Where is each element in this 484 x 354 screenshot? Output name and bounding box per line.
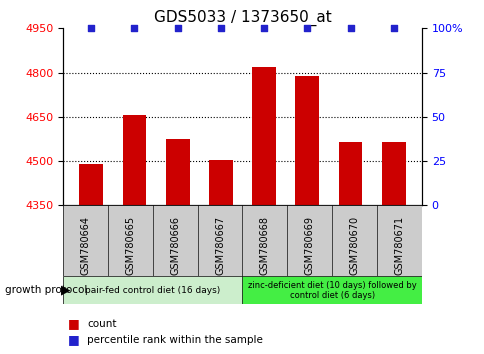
Text: GSM780664: GSM780664 (80, 216, 91, 275)
Point (389, 25, 397, 31)
Text: GSM780666: GSM780666 (170, 216, 180, 275)
Point (87, 25, 95, 31)
Text: pair-fed control diet (16 days): pair-fed control diet (16 days) (85, 286, 220, 295)
Text: GSM780671: GSM780671 (393, 216, 404, 275)
Point (173, 25, 181, 31)
Text: ■: ■ (68, 318, 79, 330)
Text: GSM780667: GSM780667 (214, 216, 225, 275)
Text: ▶: ▶ (60, 284, 70, 297)
Bar (295, 75, 318, 205)
Bar (252, 67, 275, 205)
Text: growth protocol: growth protocol (5, 285, 87, 295)
Text: percentile rank within the sample: percentile rank within the sample (87, 335, 263, 345)
Point (346, 25, 354, 31)
Point (130, 25, 138, 31)
Bar (122, 115, 146, 205)
Point (216, 25, 224, 31)
Text: zinc-deficient diet (10 days) followed by
control diet (6 days): zinc-deficient diet (10 days) followed b… (247, 281, 416, 300)
Text: GSM780669: GSM780669 (304, 216, 314, 275)
Text: GSM780668: GSM780668 (259, 216, 270, 275)
Bar (381, 142, 405, 205)
Text: count: count (87, 319, 117, 329)
Point (260, 25, 268, 31)
Bar (209, 160, 232, 205)
Point (303, 25, 311, 31)
Title: GDS5033 / 1373650_at: GDS5033 / 1373650_at (153, 9, 331, 25)
Bar (79, 164, 103, 205)
Text: GSM780670: GSM780670 (349, 216, 359, 275)
Bar (338, 142, 362, 205)
Text: GSM780665: GSM780665 (125, 216, 135, 275)
Text: ■: ■ (68, 333, 79, 346)
Bar (166, 139, 189, 205)
